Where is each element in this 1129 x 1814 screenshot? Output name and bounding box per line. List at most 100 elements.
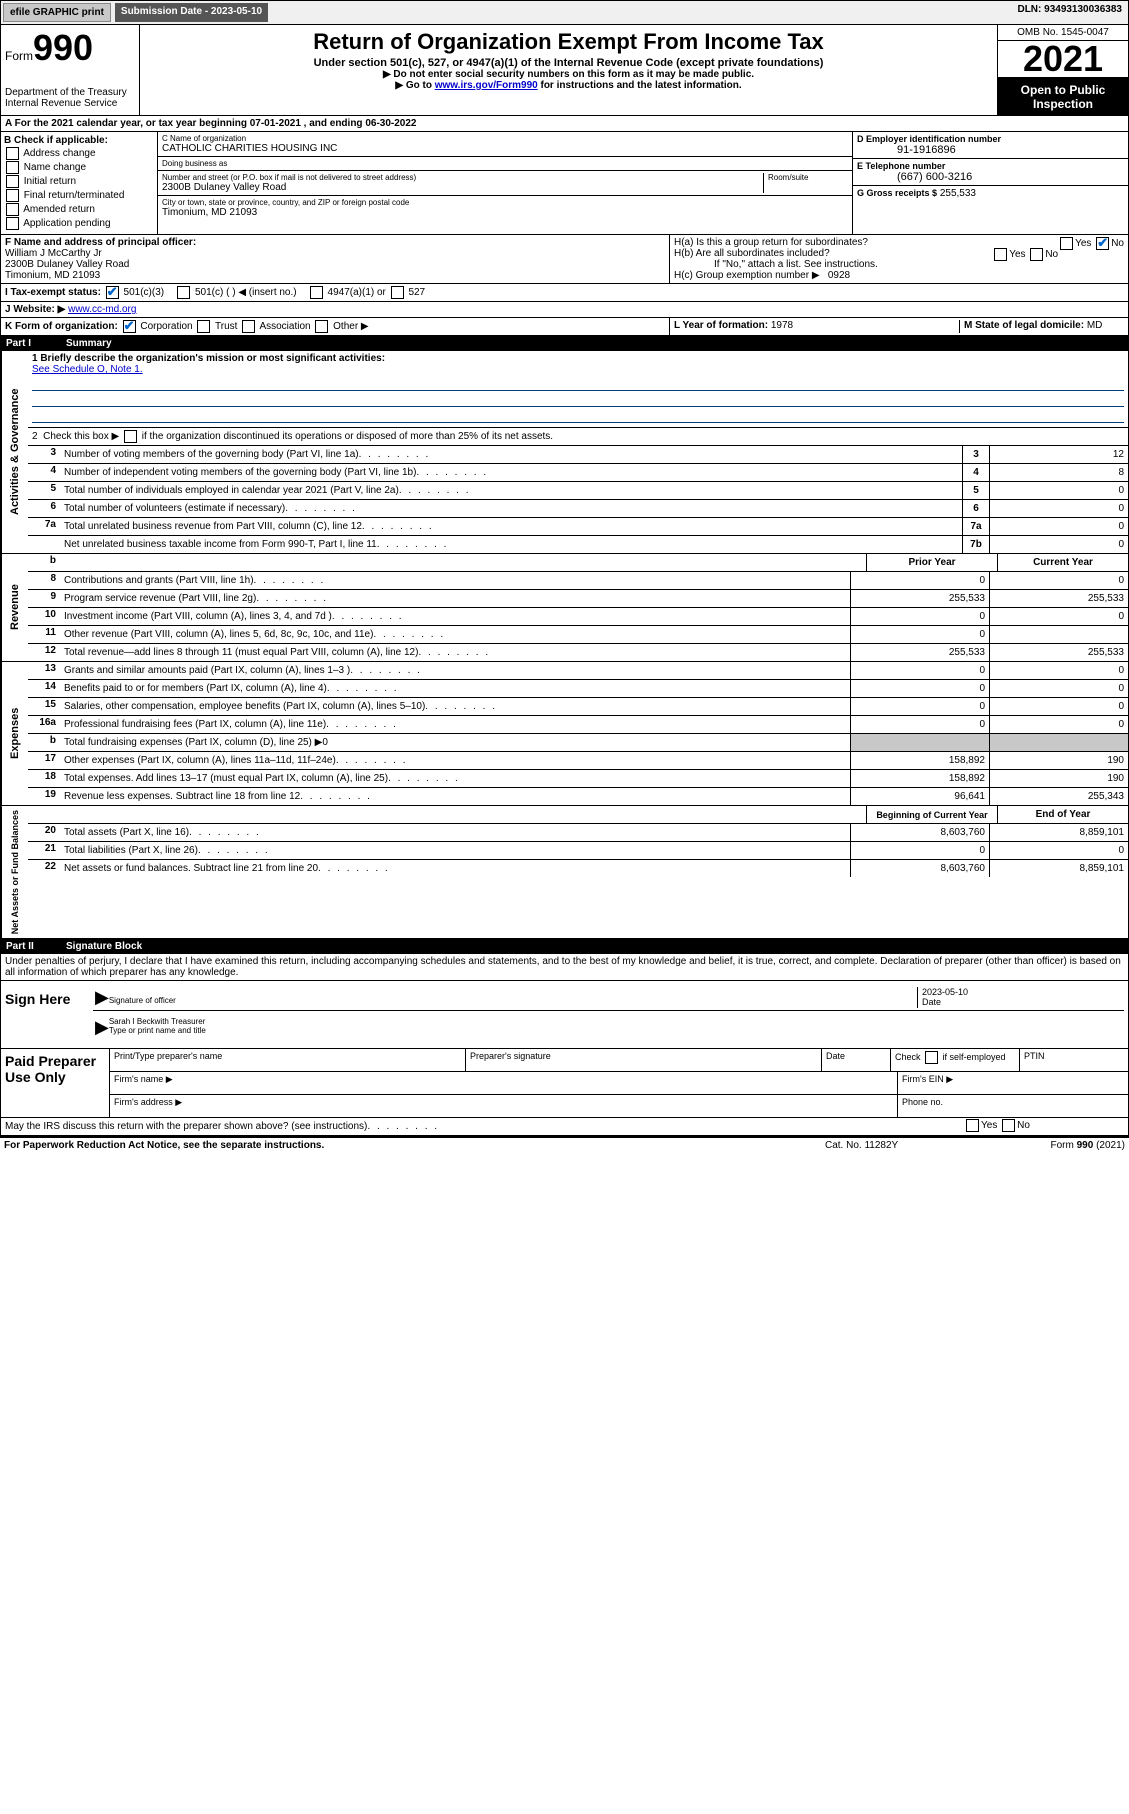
submission-date: Submission Date - 2023-05-10 xyxy=(115,3,268,22)
dba-label: Doing business as xyxy=(162,159,848,168)
form-subtitle: Under section 501(c), 527, or 4947(a)(1)… xyxy=(146,57,991,69)
preparer-date-label: Date xyxy=(821,1049,890,1071)
table-row: 4 Number of independent voting members o… xyxy=(28,464,1128,482)
table-row: 5 Total number of individuals employed i… xyxy=(28,482,1128,500)
may-irs-yesno: Yes No xyxy=(960,1118,1128,1135)
ein-label: D Employer identification number xyxy=(857,134,1124,144)
table-row: 15 Salaries, other compensation, employe… xyxy=(28,698,1128,716)
dln: DLN: 93493130036383 xyxy=(1011,1,1128,24)
prior-year-header: Prior Year xyxy=(866,554,997,571)
tax-exempt-row: I Tax-exempt status: 501(c)(3) 501(c) ( … xyxy=(0,284,1129,302)
self-employed-check: Check if self-employed xyxy=(890,1049,1019,1071)
table-row: 21 Total liabilities (Part X, line 26) 0… xyxy=(28,842,1128,860)
firm-addr-label: Firm's address ▶ xyxy=(109,1095,897,1117)
tax-year: 2021 xyxy=(998,41,1128,77)
may-irs-discuss: May the IRS discuss this return with the… xyxy=(1,1118,960,1135)
gross-label: G Gross receipts $ xyxy=(857,188,937,198)
dept-treasury: Department of the Treasury xyxy=(5,87,135,98)
phone-label: Phone no. xyxy=(897,1095,1128,1117)
preparer-name-label: Print/Type preparer's name xyxy=(109,1049,465,1071)
city-label: City or town, state or province, country… xyxy=(162,198,848,207)
officer-name: William J McCarthy Jr xyxy=(5,248,665,259)
table-row: 9 Program service revenue (Part VIII, li… xyxy=(28,590,1128,608)
current-year-header: Current Year xyxy=(997,554,1128,571)
irs-link[interactable]: www.irs.gov/Form990 xyxy=(435,80,538,91)
sign-here-label: Sign Here xyxy=(1,981,89,1048)
paid-preparer-label: Paid Preparer Use Only xyxy=(1,1049,109,1117)
tel-label: E Telephone number xyxy=(857,161,1124,171)
instruction-2: ▶ Go to www.irs.gov/Form990 for instruct… xyxy=(146,80,991,91)
col-b-label: b xyxy=(28,554,60,571)
room-label: Room/suite xyxy=(768,173,848,182)
table-row: 17 Other expenses (Part IX, column (A), … xyxy=(28,752,1128,770)
org-info-block: B Check if applicable: Address change Na… xyxy=(0,132,1129,235)
form-header: Form990 Department of the Treasury Inter… xyxy=(0,25,1129,115)
preparer-sig-label: Preparer's signature xyxy=(465,1049,821,1071)
table-row: 12 Total revenue—add lines 8 through 11 … xyxy=(28,644,1128,661)
revenue-section: Revenue b Prior Year Current Year 8 Cont… xyxy=(0,554,1129,662)
table-row: 8 Contributions and grants (Part VIII, l… xyxy=(28,572,1128,590)
website-link[interactable]: www.cc-md.org xyxy=(68,304,136,315)
table-row: 16a Professional fundraising fees (Part … xyxy=(28,716,1128,734)
na-side-label: Net Assets or Fund Balances xyxy=(1,806,28,938)
officer-label: F Name and address of principal officer: xyxy=(5,237,665,248)
rev-side-label: Revenue xyxy=(1,554,28,661)
line2: 2 Check this box ▶ if the organization d… xyxy=(28,428,1128,445)
table-row: 18 Total expenses. Add lines 13–17 (must… xyxy=(28,770,1128,788)
efile-button[interactable]: efile GRAPHIC print xyxy=(3,3,111,22)
ein-value: 91-1916896 xyxy=(857,144,1124,156)
org-name-label: C Name of organization xyxy=(162,134,848,143)
tel-value: (667) 600-3216 xyxy=(857,171,1124,183)
declaration-text: Under penalties of perjury, I declare th… xyxy=(1,954,1128,980)
officer-sig-name: Sarah I Beckwith Treasurer xyxy=(109,1017,205,1026)
table-row: Net unrelated business taxable income fr… xyxy=(28,536,1128,553)
addr-label: Number and street (or P.O. box if mail i… xyxy=(162,173,763,182)
table-row: 14 Benefits paid to or for members (Part… xyxy=(28,680,1128,698)
open-public-badge: Open to Public Inspection xyxy=(998,77,1128,115)
form-org-row: K Form of organization: Corporation Trus… xyxy=(0,318,1129,336)
street-address: 2300B Dulaney Valley Road xyxy=(162,182,763,193)
exp-side-label: Expenses xyxy=(1,662,28,805)
governance-section: Activities & Governance 1 Briefly descri… xyxy=(0,351,1129,554)
org-name: CATHOLIC CHARITIES HOUSING INC xyxy=(162,143,848,154)
irs-label: Internal Revenue Service xyxy=(5,98,135,109)
officer-row: F Name and address of principal officer:… xyxy=(0,235,1129,284)
gov-side-label: Activities & Governance xyxy=(1,351,28,553)
form-number: Form990 xyxy=(5,27,135,69)
signature-block: Under penalties of perjury, I declare th… xyxy=(0,954,1129,1136)
netassets-section: Net Assets or Fund Balances Beginning of… xyxy=(0,806,1129,939)
expenses-section: Expenses 13 Grants and similar amounts p… xyxy=(0,662,1129,806)
mission-a: See Schedule O, Note 1. xyxy=(32,364,1124,375)
instruction-1: ▶ Do not enter social security numbers o… xyxy=(146,69,991,80)
officer-addr2: Timonium, MD 21093 xyxy=(5,270,665,281)
form-title: Return of Organization Exempt From Incom… xyxy=(146,29,991,55)
gross-receipts: 255,533 xyxy=(940,188,976,199)
table-row: 10 Investment income (Part VIII, column … xyxy=(28,608,1128,626)
check-applicable: B Check if applicable: Address change Na… xyxy=(1,132,158,234)
firm-name-label: Firm's name ▶ xyxy=(109,1072,897,1094)
tax-year-row: A For the 2021 calendar year, or tax yea… xyxy=(0,115,1129,132)
table-row: 13 Grants and similar amounts paid (Part… xyxy=(28,662,1128,680)
table-row: 20 Total assets (Part X, line 16) 8,603,… xyxy=(28,824,1128,842)
page-footer: For Paperwork Reduction Act Notice, see … xyxy=(0,1136,1129,1153)
begin-year-header: Beginning of Current Year xyxy=(866,806,997,823)
hb-question: H(b) Are all subordinates included? Yes … xyxy=(674,248,1124,259)
officer-addr1: 2300B Dulaney Valley Road xyxy=(5,259,665,270)
part2-header: Part II Signature Block xyxy=(0,939,1129,954)
firm-ein-label: Firm's EIN ▶ xyxy=(897,1072,1128,1094)
mission-q: 1 Briefly describe the organization's mi… xyxy=(32,353,1124,364)
table-row: 3 Number of voting members of the govern… xyxy=(28,446,1128,464)
table-row: 6 Total number of volunteers (estimate i… xyxy=(28,500,1128,518)
table-row: 22 Net assets or fund balances. Subtract… xyxy=(28,860,1128,877)
city-state-zip: Timonium, MD 21093 xyxy=(162,207,848,218)
table-row: b Total fundraising expenses (Part IX, c… xyxy=(28,734,1128,752)
table-row: 11 Other revenue (Part VIII, column (A),… xyxy=(28,626,1128,644)
top-bar: efile GRAPHIC print Submission Date - 20… xyxy=(0,0,1129,25)
table-row: 19 Revenue less expenses. Subtract line … xyxy=(28,788,1128,805)
end-year-header: End of Year xyxy=(997,806,1128,823)
ptin-label: PTIN xyxy=(1019,1049,1128,1071)
ha-question: H(a) Is this a group return for subordin… xyxy=(674,237,1124,248)
hc-row: H(c) Group exemption number ▶ 0928 xyxy=(674,270,1124,281)
part1-header: Part I Summary xyxy=(0,336,1129,351)
website-row: J Website: ▶ www.cc-md.org xyxy=(0,302,1129,318)
